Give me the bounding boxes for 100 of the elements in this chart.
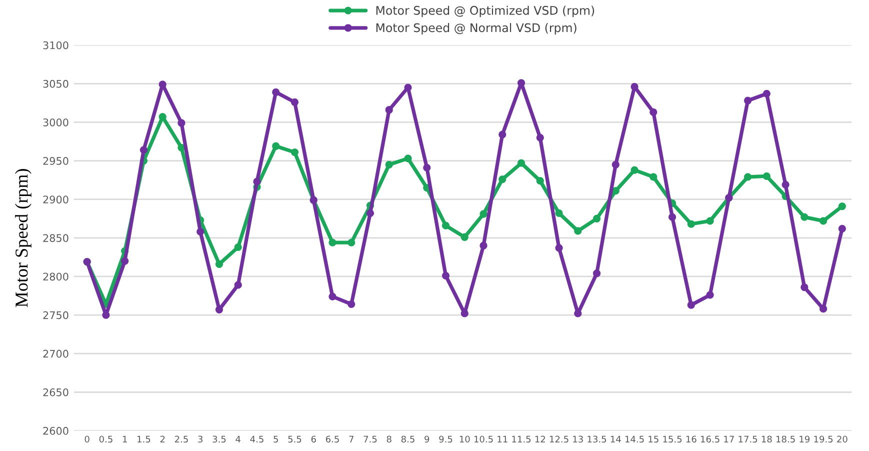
- point: [442, 272, 450, 280]
- y-tick-label: 3100: [43, 41, 68, 50]
- point: [234, 243, 242, 251]
- point: [140, 146, 148, 154]
- point: [158, 80, 166, 88]
- point: [215, 306, 224, 314]
- point: [612, 187, 620, 195]
- point: [819, 305, 828, 313]
- x-tick-label: 13.5: [588, 436, 606, 443]
- point: [290, 98, 299, 106]
- point: [348, 300, 356, 308]
- y-tick-label: 2800: [43, 272, 68, 281]
- point: [442, 222, 450, 230]
- x-tick-label: 4.5: [250, 436, 264, 443]
- x-tick-label: 12.5: [550, 436, 568, 443]
- x-tick-label: 4: [236, 436, 240, 442]
- x-tick-label: 8.5: [401, 436, 414, 443]
- x-tick-label: 9: [424, 436, 430, 443]
- legend-label: Motor Speed @ Normal VSD (rpm): [376, 23, 576, 34]
- x-tick-label: 10.5: [474, 436, 493, 443]
- x-tick-label: 17: [724, 436, 734, 442]
- point: [650, 173, 658, 181]
- point: [480, 242, 488, 250]
- point: [838, 224, 846, 232]
- x-tick-label: 18: [762, 436, 772, 443]
- point: [196, 228, 204, 236]
- x-tick-label: 13: [573, 436, 583, 443]
- point: [460, 233, 468, 241]
- point: [706, 291, 714, 299]
- x-tick-label: 12: [535, 436, 545, 442]
- point: [706, 217, 714, 225]
- point: [348, 238, 356, 246]
- x-tick-label: 8: [386, 436, 392, 443]
- point: [498, 130, 506, 138]
- x-tick-label: 0: [84, 436, 90, 443]
- x-tick-label: 15: [648, 436, 658, 443]
- x-tick-label: 7.5: [364, 436, 377, 443]
- x-tick-label: 19.5: [814, 436, 833, 443]
- point: [178, 119, 186, 127]
- point: [328, 292, 336, 300]
- x-tick-label: 5: [274, 436, 278, 443]
- y-tick-label: 2950: [43, 157, 68, 165]
- point: [404, 154, 412, 162]
- point: [687, 220, 695, 228]
- x-tick-label: 3: [198, 436, 202, 443]
- y-tick-label: 2600: [43, 426, 68, 435]
- point: [272, 88, 280, 96]
- point: [385, 160, 393, 168]
- point: [630, 82, 638, 91]
- x-tick-label: 3.5: [212, 436, 226, 443]
- x-tick-label: 20: [837, 436, 848, 443]
- x-tick-label: 6: [311, 436, 316, 443]
- point: [819, 217, 828, 225]
- x-tick-label: 5.5: [288, 436, 302, 443]
- y-tick-label: 2900: [43, 196, 68, 204]
- point: [687, 301, 695, 309]
- x-tick-label: 2.5: [174, 436, 188, 443]
- x-tick-label: 19: [800, 436, 810, 443]
- point: [102, 311, 110, 319]
- point: [460, 310, 468, 318]
- x-tick-label: 1.5: [138, 436, 150, 443]
- legend-label: Motor Speed @ Optimized VSD (rpm): [376, 6, 594, 18]
- x-tick-label: 11.5: [512, 436, 531, 443]
- point: [744, 173, 752, 181]
- y-tick-label: 2650: [43, 388, 68, 396]
- point: [121, 257, 129, 265]
- point: [838, 202, 846, 210]
- point: [423, 164, 431, 172]
- x-tick-label: 11: [498, 436, 508, 442]
- point: [612, 160, 620, 168]
- point: [536, 134, 544, 142]
- point: [592, 270, 601, 278]
- point: [574, 310, 582, 318]
- point: [290, 148, 299, 156]
- x-tick-label: 7: [349, 436, 354, 442]
- y-tick-label: 3000: [43, 118, 68, 126]
- y-tick-label: 3050: [43, 80, 68, 88]
- point: [517, 159, 526, 167]
- point: [404, 84, 412, 92]
- point: [668, 213, 676, 221]
- point: [253, 178, 261, 186]
- point: [800, 283, 808, 292]
- point: [555, 209, 563, 218]
- x-tick-label: 2: [160, 436, 165, 442]
- x-tick-label: 10: [460, 436, 470, 443]
- point: [366, 209, 374, 218]
- x-tick-label: 1: [122, 436, 127, 442]
- point: [574, 227, 582, 235]
- point: [782, 180, 790, 189]
- x-tick-label: 14: [610, 436, 621, 442]
- point: [328, 238, 336, 246]
- point: [592, 214, 601, 222]
- x-tick-label: 18.5: [776, 436, 795, 443]
- x-tick-label: 16: [686, 436, 696, 443]
- x-tick-label: 0.5: [99, 436, 112, 443]
- y-axis-title: Motor Speed (rpm): [15, 168, 32, 308]
- x-tick-label: 16.5: [700, 436, 720, 443]
- point: [215, 260, 224, 268]
- point: [800, 213, 808, 221]
- point: [650, 108, 658, 116]
